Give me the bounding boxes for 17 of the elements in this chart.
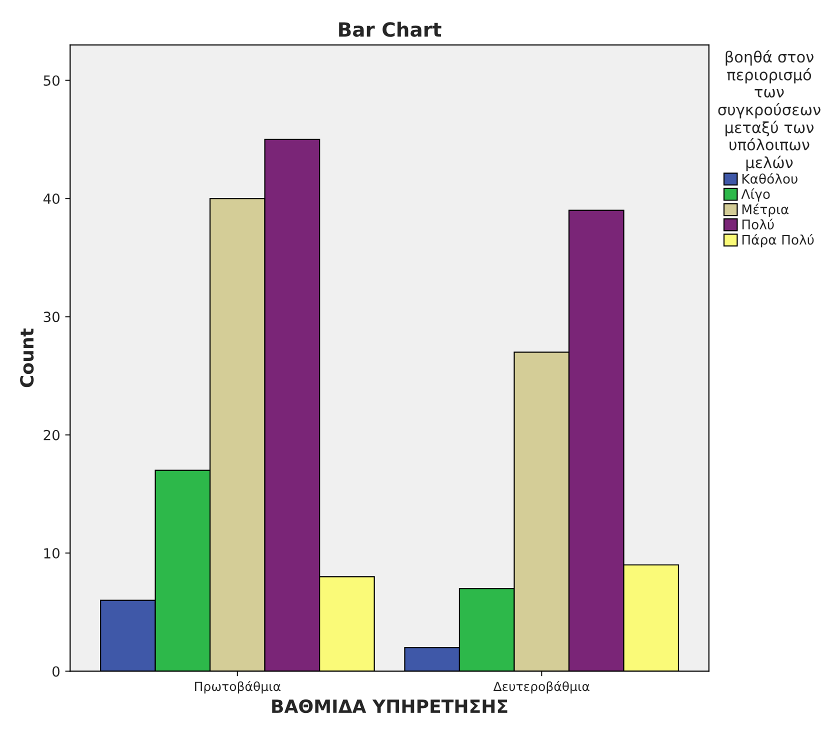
- y-tick-label: 40: [43, 193, 60, 204]
- legend-label: Πολύ: [742, 218, 774, 230]
- legend-label: Μέτρια: [742, 204, 789, 217]
- legend-title: βοηθά στον περιορισμό των συγκρούσεων μεταξύ των υπόλοιπων μελών: [718, 50, 820, 172]
- x-tick-label: Πρωτοβάθμια: [195, 680, 280, 694]
- y-axis-title: Count: [20, 328, 34, 388]
- legend-label: Λίγο: [741, 188, 770, 202]
- y-tick-label: 0: [52, 666, 60, 677]
- y-tick-label: 30: [44, 312, 60, 322]
- y-tick-label: 10: [44, 548, 60, 559]
- x-axis-title: ΒΑΘΜΙΔΑ ΥΠΗΡΕΤΗΣΗΣ: [272, 699, 508, 714]
- chart-title: Bar Chart: [339, 22, 442, 37]
- y-tick-label: 50: [44, 75, 60, 86]
- y-tick-label: 20: [44, 430, 60, 440]
- legend-label: Πάρα Πολύ: [742, 234, 814, 248]
- legend-label: Καθόλου: [742, 173, 798, 184]
- x-tick-label: Δευτεροβάθμια: [493, 680, 590, 694]
